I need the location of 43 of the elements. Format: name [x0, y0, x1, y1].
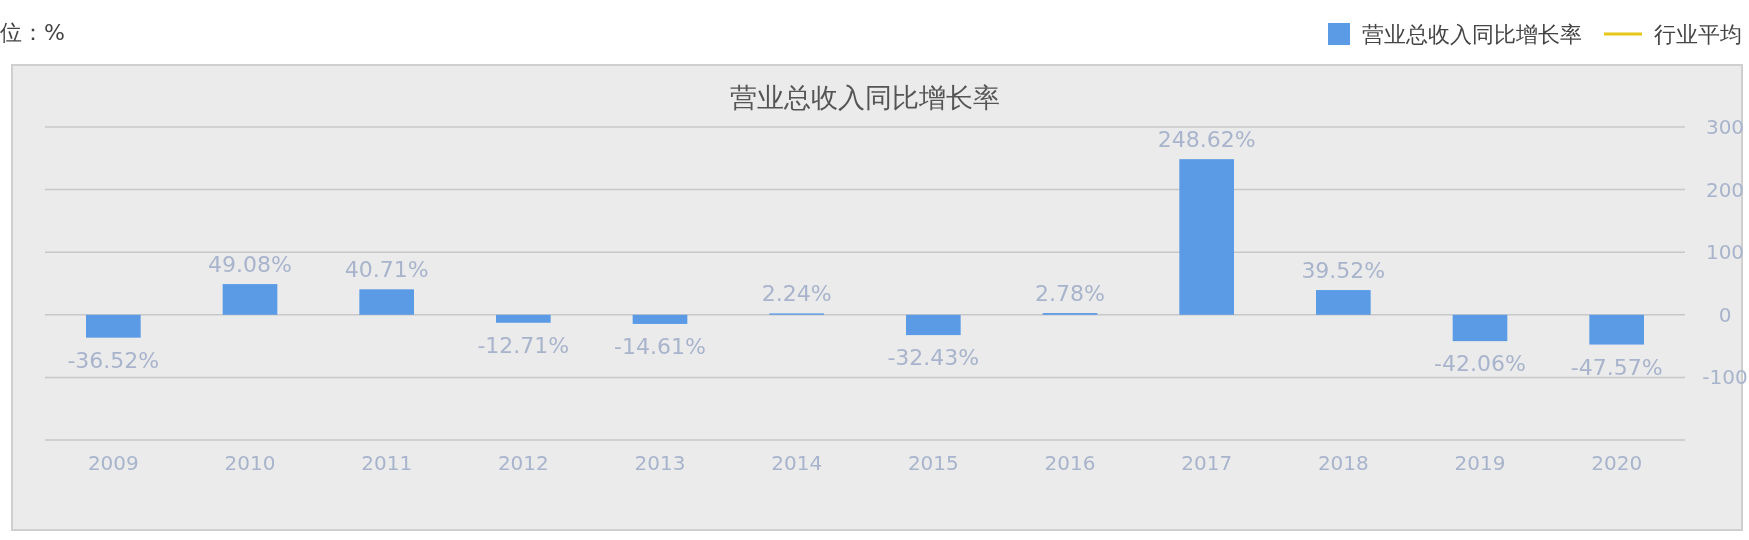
x-tick-label: 2016: [1044, 451, 1096, 475]
legend-label: 营业总收入同比增长率: [1362, 22, 1582, 47]
data-label: 49.08%: [208, 252, 292, 278]
data-label: 2.78%: [1035, 281, 1105, 307]
x-tick-label: 2015: [907, 451, 959, 475]
x-tick-label: 2010: [224, 451, 276, 475]
bar: [86, 314, 141, 338]
data-label: 40.71%: [344, 257, 429, 283]
bar: [906, 314, 961, 336]
bar: [1316, 290, 1371, 315]
y-tick-label: 200: [1705, 177, 1745, 202]
data-label: -14.61%: [614, 333, 706, 359]
data-label: 39.52%: [1301, 258, 1386, 284]
data-label: -36.52%: [67, 347, 160, 373]
bar: [222, 284, 278, 315]
x-tick-label: 2013: [634, 451, 686, 475]
y-tick-label: 100: [1705, 240, 1745, 265]
x-tick-label: 2014: [771, 451, 823, 475]
chart-title: 营业总收入同比增长率: [730, 82, 1000, 113]
data-label: -12.71%: [477, 332, 570, 358]
y-tick-label: -100: [1702, 365, 1748, 390]
x-tick-label: 2011: [361, 451, 413, 475]
bar: [496, 314, 551, 323]
bar: [632, 314, 688, 324]
bar: [1589, 314, 1644, 345]
legend-label: 行业平均: [1654, 22, 1742, 47]
x-tick-label: 2017: [1181, 451, 1233, 475]
text: 位：%: [0, 20, 65, 45]
data-label: 2.24%: [761, 281, 832, 307]
data-label: -42.06%: [1434, 351, 1526, 377]
y-tick-label: 300: [1705, 115, 1745, 139]
y-tick-label: 0: [1718, 302, 1732, 327]
data-label: -47.57%: [1570, 354, 1663, 380]
x-tick-label: 2012: [497, 451, 549, 475]
bar: [1179, 159, 1234, 315]
x-tick-label: 2009: [87, 451, 139, 475]
data-label: -32.43%: [887, 345, 980, 371]
x-tick-label: 2019: [1454, 451, 1506, 475]
data-label: 248.62%: [1157, 127, 1256, 153]
bar: [1452, 314, 1508, 342]
x-tick-label: 2018: [1317, 451, 1369, 475]
bar: [359, 289, 414, 315]
x-tick-label: 2020: [1591, 451, 1643, 475]
